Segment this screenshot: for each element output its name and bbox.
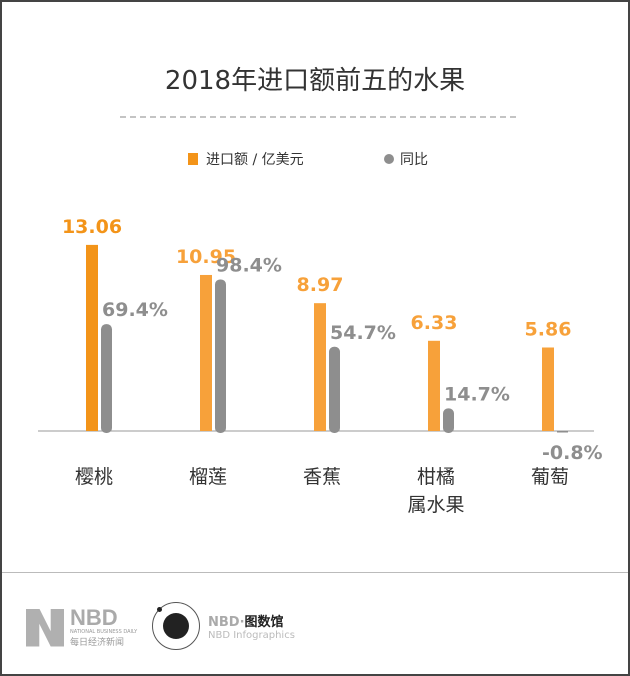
logo2-cn: 图数馆	[244, 615, 284, 630]
nbd-infographics-logo: NBD·图数馆 NBD Infographics	[152, 602, 295, 650]
logo-cn-text: 每日经济新闻	[70, 638, 125, 648]
category-label: 香蕉	[303, 466, 341, 488]
bar-import	[86, 244, 98, 431]
bar-yoy	[101, 324, 112, 433]
legend-swatch-import	[188, 153, 198, 165]
data-label-yoy: 14.7%	[444, 383, 510, 405]
category-label: 葡萄	[531, 466, 569, 488]
bar-yoy	[329, 346, 340, 433]
data-label-yoy: 69.4%	[102, 299, 168, 321]
category-label: 柑橘	[417, 466, 455, 488]
data-label-import: 10.95	[176, 246, 236, 268]
bar-import	[428, 340, 440, 431]
category-label: 属水果	[407, 494, 464, 516]
legend-label-import: 进口额 / 亿美元	[206, 152, 304, 168]
data-label-import: 8.97	[297, 274, 344, 296]
chart-title: 2018年进口额前五的水果	[165, 66, 465, 96]
nbd-n-icon	[26, 608, 64, 647]
orbit-icon	[152, 602, 200, 650]
bar-import	[542, 347, 554, 431]
category-label: 榴莲	[189, 466, 227, 488]
bar-yoy	[443, 408, 454, 433]
data-label-import: 6.33	[411, 312, 458, 334]
footer-divider	[2, 572, 628, 573]
data-label-import: 13.06	[62, 216, 122, 238]
logo2-en: NBD Infographics	[208, 630, 295, 641]
data-label-import: 5.86	[525, 318, 572, 340]
bar-import	[200, 274, 212, 431]
logo-nbd-text: NBD	[70, 605, 118, 630]
data-label-yoy: 98.4%	[216, 254, 282, 276]
logo-en-text: NATIONAL BUSINESS DAILY	[70, 629, 138, 635]
data-label-yoy: -0.8%	[542, 442, 603, 464]
logo2-nbd: NBD·	[208, 615, 245, 630]
nbd-logo: NBD NATIONAL BUSINESS DAILY 每日经济新闻	[26, 607, 137, 648]
category-label: 樱桃	[75, 466, 113, 488]
bar-import	[314, 303, 326, 431]
legend-label-yoy: 同比	[400, 152, 428, 168]
bar-yoy	[557, 431, 568, 433]
data-label-yoy: 54.7%	[330, 322, 396, 344]
legend-swatch-yoy	[384, 154, 394, 164]
bar-yoy	[215, 279, 226, 433]
